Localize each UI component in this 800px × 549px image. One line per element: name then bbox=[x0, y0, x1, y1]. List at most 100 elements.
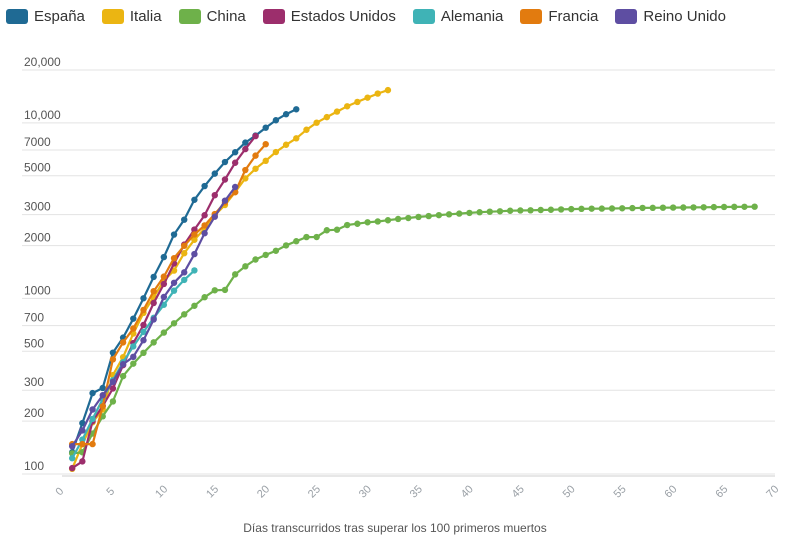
data-point bbox=[506, 207, 514, 214]
data-point bbox=[588, 205, 595, 212]
data-point bbox=[384, 86, 392, 94]
data-point bbox=[303, 233, 310, 241]
data-point bbox=[201, 230, 208, 237]
data-point bbox=[272, 247, 280, 254]
data-point bbox=[242, 263, 249, 270]
data-point bbox=[211, 170, 218, 177]
data-point bbox=[89, 415, 96, 423]
data-point bbox=[211, 191, 218, 199]
data-point bbox=[354, 220, 361, 227]
data-point bbox=[221, 176, 229, 183]
data-point bbox=[181, 242, 188, 249]
legend-label: Reino Unido bbox=[643, 8, 726, 25]
data-point bbox=[293, 238, 300, 245]
grid-lines bbox=[22, 69, 775, 477]
data-point bbox=[170, 279, 178, 286]
x-tick-label: 30 bbox=[357, 483, 374, 500]
x-tick-label: 40 bbox=[459, 483, 476, 500]
data-point bbox=[109, 356, 117, 363]
data-point bbox=[374, 90, 381, 97]
data-point bbox=[68, 442, 76, 450]
x-tick-label: 70 bbox=[764, 483, 781, 500]
data-point bbox=[160, 280, 168, 288]
data-point bbox=[242, 139, 249, 146]
data-point bbox=[170, 320, 178, 327]
data-point bbox=[619, 205, 626, 212]
data-point bbox=[181, 216, 188, 223]
data-point bbox=[231, 183, 239, 191]
data-point bbox=[262, 140, 269, 148]
series-group bbox=[68, 183, 239, 450]
x-axis-label: Días transcurridos tras superar los 100 … bbox=[243, 521, 546, 535]
series-group bbox=[68, 203, 758, 457]
y-tick-label: 1000 bbox=[24, 283, 51, 297]
legend-swatch bbox=[412, 9, 435, 24]
data-point bbox=[517, 207, 524, 214]
data-point bbox=[221, 286, 229, 294]
data-point bbox=[181, 311, 188, 318]
data-point bbox=[435, 211, 443, 219]
legend-label: Italia bbox=[129, 8, 162, 25]
data-point bbox=[119, 372, 127, 380]
data-point bbox=[211, 287, 218, 294]
data-point bbox=[150, 339, 157, 346]
data-point bbox=[252, 165, 259, 172]
data-point bbox=[140, 306, 147, 314]
data-point bbox=[79, 440, 86, 448]
data-point bbox=[425, 212, 432, 220]
data-point bbox=[690, 204, 697, 211]
data-point bbox=[710, 203, 718, 211]
y-tick-label: 7000 bbox=[24, 135, 51, 149]
data-point bbox=[282, 242, 290, 249]
series-line bbox=[72, 205, 755, 455]
legend-item-estados-unidos[interactable]: Estados Unidos bbox=[262, 8, 396, 25]
y-tick-label: 700 bbox=[24, 311, 44, 325]
legend-item-italia[interactable]: Italia bbox=[101, 8, 162, 25]
x-tick-label: 60 bbox=[662, 483, 679, 500]
data-point bbox=[191, 302, 198, 309]
y-tick-label: 3000 bbox=[24, 200, 51, 214]
data-point bbox=[639, 204, 646, 212]
data-point bbox=[282, 111, 290, 118]
x-tick-label: 0 bbox=[53, 485, 66, 498]
data-point bbox=[262, 157, 269, 165]
data-point bbox=[170, 287, 178, 294]
data-point bbox=[598, 205, 606, 212]
legend-item-espana[interactable]: España bbox=[6, 8, 85, 25]
data-point bbox=[384, 217, 392, 224]
data-point bbox=[221, 158, 229, 166]
data-point bbox=[221, 197, 229, 204]
data-point bbox=[79, 419, 86, 427]
data-point bbox=[272, 148, 280, 156]
x-tick-label: 35 bbox=[408, 483, 425, 500]
data-point bbox=[130, 325, 137, 332]
data-point bbox=[262, 124, 269, 131]
legend-swatch bbox=[262, 9, 285, 24]
chart-legend: España Italia China Estados Unidos Alema… bbox=[6, 8, 743, 25]
legend-item-francia[interactable]: Francia bbox=[520, 8, 598, 25]
data-point bbox=[252, 132, 259, 140]
data-point bbox=[293, 135, 300, 142]
data-point bbox=[323, 113, 331, 121]
data-point bbox=[649, 204, 656, 212]
data-point bbox=[140, 321, 147, 329]
data-point bbox=[109, 385, 117, 392]
legend-item-china[interactable]: China bbox=[178, 8, 246, 25]
data-point bbox=[231, 271, 239, 278]
data-point bbox=[354, 98, 361, 106]
data-point bbox=[150, 316, 157, 323]
data-point bbox=[89, 440, 96, 448]
legend-item-alemania[interactable]: Alemania bbox=[412, 8, 503, 25]
legend-label: China bbox=[206, 8, 246, 25]
data-point bbox=[364, 219, 371, 226]
y-tick-label: 500 bbox=[24, 336, 44, 350]
data-point bbox=[140, 295, 147, 302]
data-point bbox=[333, 108, 341, 115]
data-point bbox=[242, 166, 249, 174]
data-point bbox=[79, 458, 86, 465]
legend-item-reino-unido[interactable]: Reino Unido bbox=[615, 8, 726, 25]
y-tick-label: 10,000 bbox=[24, 108, 61, 122]
data-point bbox=[99, 392, 106, 399]
data-point bbox=[130, 343, 137, 350]
data-point bbox=[89, 389, 96, 397]
